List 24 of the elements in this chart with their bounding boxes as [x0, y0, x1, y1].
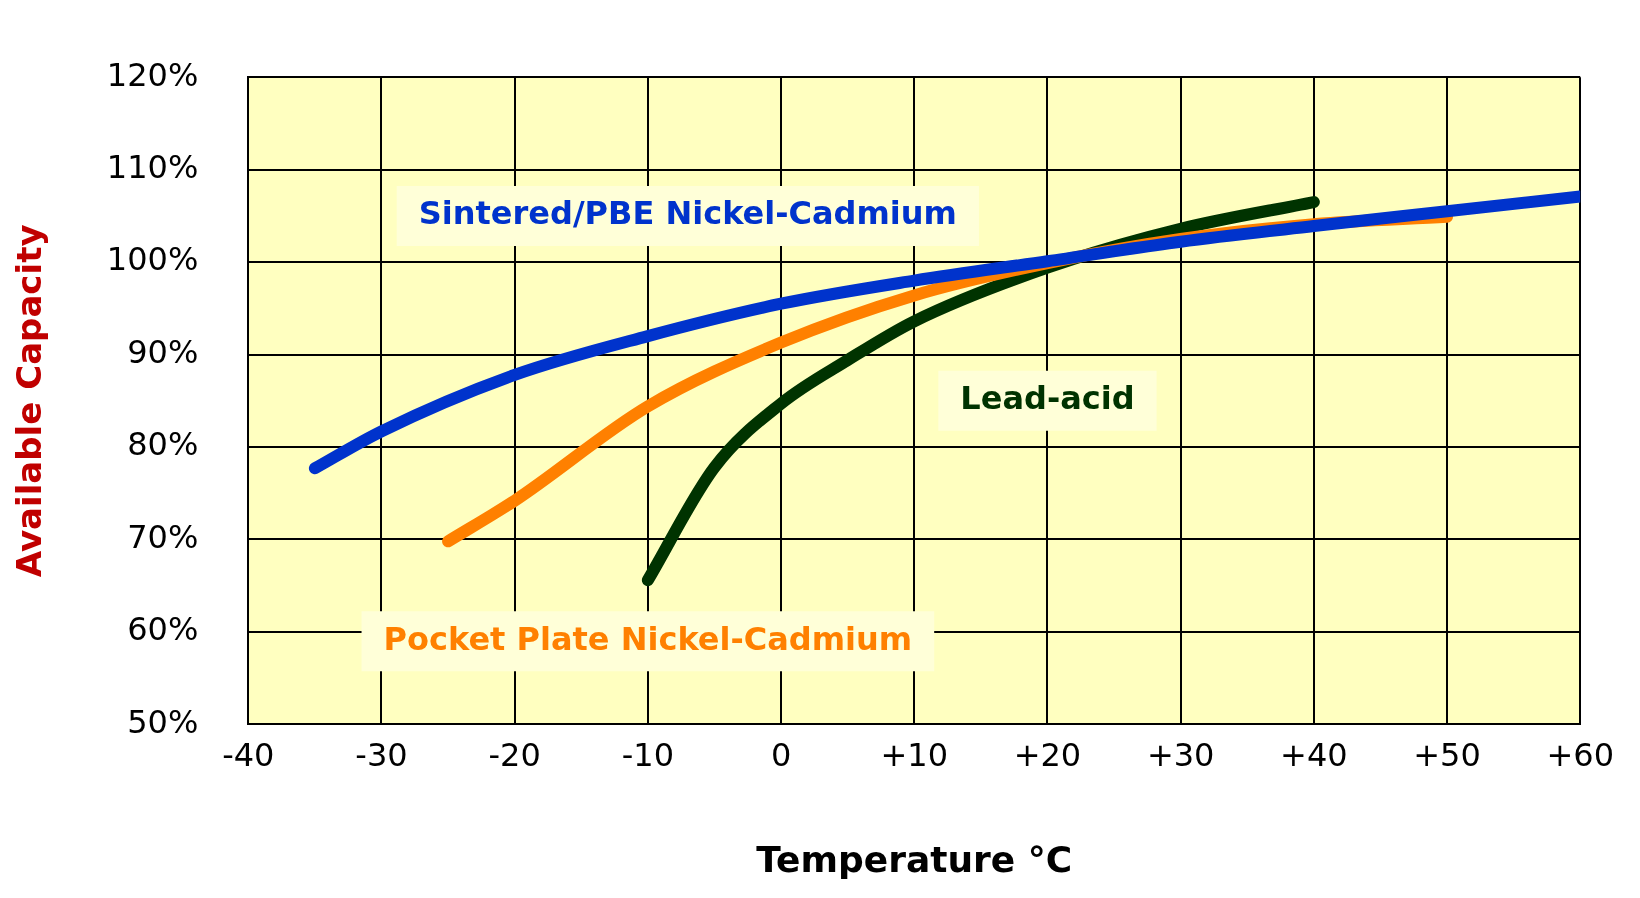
x-tick-label: +60	[1546, 735, 1614, 774]
x-tick-label: +20	[1013, 735, 1082, 774]
y-tick-label: 80%	[127, 425, 199, 464]
series-label: Sintered/PBE Nickel-Cadmium	[418, 194, 957, 233]
y-tick-label: 70%	[127, 517, 199, 556]
x-tick-label: +50	[1413, 735, 1481, 774]
y-tick-label: 90%	[127, 332, 199, 371]
text: Lead-acid	[960, 379, 1135, 418]
y-tick-label: 110%	[106, 147, 199, 186]
x-tick-label: -30	[355, 735, 408, 774]
y-axis-title: Available Capacity	[9, 224, 50, 578]
x-tick-label: -10	[621, 735, 674, 774]
x-tick-label: 0	[770, 735, 792, 774]
x-tick-label: +30	[1146, 735, 1215, 774]
x-tick-label: +10	[880, 735, 949, 774]
x-axis-title: Temperature °C	[756, 838, 1073, 880]
text: Pocket Plate Nickel-Cadmium	[383, 619, 913, 658]
x-tick-label: -20	[488, 735, 541, 774]
y-tick-label: 120%	[106, 55, 199, 94]
x-tick-label: -40	[222, 735, 275, 774]
y-tick-label: 60%	[127, 610, 199, 649]
y-tick-label: 100%	[106, 240, 199, 279]
y-tick-label: 50%	[127, 702, 199, 741]
x-tick-label: +40	[1280, 735, 1348, 774]
